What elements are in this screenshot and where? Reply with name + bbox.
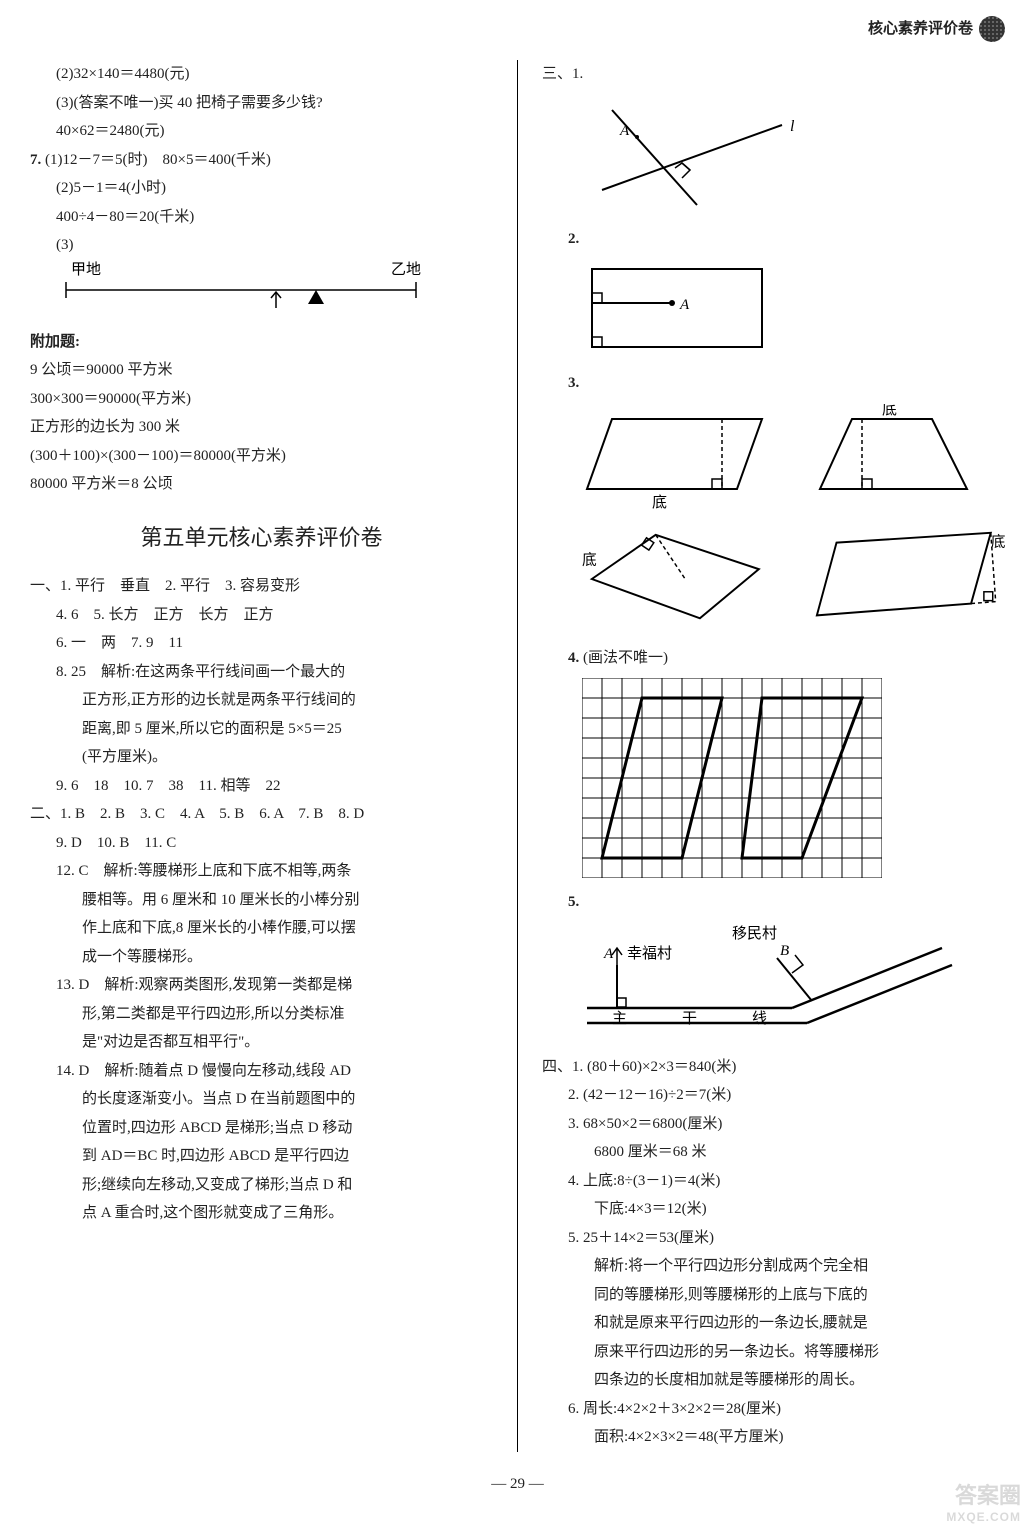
label-A1: A	[619, 123, 630, 139]
page-number: — 29 —	[30, 1470, 1005, 1499]
s2-l2: 9. D 10. B 11. C	[30, 829, 493, 858]
s4-l4b: 下底:4×3＝12(米)	[542, 1195, 1005, 1224]
label-xian: 线	[752, 1010, 767, 1027]
s4-l5d: 和就是原来平行四边形的一条边长,腰就是	[542, 1309, 1005, 1338]
label-di-2: 底	[882, 404, 897, 418]
s1-l2: 4. 6 5. 长方 正方 长方 正方	[30, 601, 493, 630]
s4-l4a: 4. 上底:8÷(3－1)＝4(米)	[542, 1167, 1005, 1196]
s2-l5e: 形;继续向左移动,又变成了梯形;当点 D 和	[30, 1171, 493, 1200]
fig-2: A	[582, 259, 1005, 359]
s4-l6b: 面积:4×2×3×2＝48(平方厘米)	[542, 1423, 1005, 1452]
unit-title: 第五单元核心素养评价卷	[30, 517, 493, 559]
fig-3b: 底 底	[582, 524, 1005, 634]
s4-l2: 2. (42－12－16)÷2＝7(米)	[542, 1081, 1005, 1110]
fig-3: 底 底	[582, 404, 1005, 514]
s1-l5: 9. 6 18 10. 7 38 11. 相等 22	[30, 772, 493, 801]
watermark-small: MXQE.COM	[946, 1510, 1021, 1524]
label-B5: B	[780, 943, 789, 959]
s2-l5d: 到 AD＝BC 时,四边形 ABCD 是平行四边	[30, 1142, 493, 1171]
label-yimin: 移民村	[732, 925, 777, 942]
s4-l5c: 同的等腰梯形,则等腰梯形的上底与下底的	[542, 1281, 1005, 1310]
s2-l3d: 成一个等腰梯形。	[30, 943, 493, 972]
fig-1: l A	[582, 95, 1005, 215]
s2-l4b: 形,第二类都是平行四边形,所以分类标准	[30, 1000, 493, 1029]
s4-l5a: 5. 25＋14×2＝53(厘米)	[542, 1224, 1005, 1253]
fig5-label-text: 5.	[568, 894, 579, 910]
q6-3a: (3)(答案不唯一)买 40 把椅子需要多少钱?	[30, 89, 493, 118]
s1-l4b: 正方形,正方形的边长就是两条平行线间的	[30, 686, 493, 715]
header-badge-text: 核心素养评价卷	[868, 15, 973, 44]
bonus-2: 300×300＝90000(平方米)	[30, 385, 493, 414]
jia-yi-diagram: 甲地 乙地	[30, 260, 493, 320]
s4-l6a: 6. 周长:4×2×2＋3×2×2＝28(厘米)	[542, 1395, 1005, 1424]
s2-l5b: 的长度逐渐变小。当点 D 在当前题图中的	[30, 1085, 493, 1114]
s4-l3a: 3. 68×50×2＝6800(厘米)	[542, 1110, 1005, 1139]
bonus-label: 附加题:	[30, 328, 493, 357]
label-A2: A	[679, 297, 690, 313]
label-l: l	[790, 118, 795, 135]
bonus-4: (300＋100)×(300－100)＝80000(平方米)	[30, 442, 493, 471]
watermark: 答案圈 MXQE.COM	[946, 1483, 1021, 1524]
label-di-1: 底	[652, 494, 667, 511]
fig3-label-text: 3.	[568, 375, 579, 391]
column-divider	[517, 60, 518, 1452]
s3-label: 三、1.	[542, 60, 1005, 89]
s1-l1: 一、1. 平行 垂直 2. 平行 3. 容易变形	[30, 572, 493, 601]
s2-l5c: 位置时,四边形 ABCD 是梯形;当点 D 移动	[30, 1114, 493, 1143]
watermark-big: 答案圈	[946, 1483, 1021, 1509]
s4-l5f: 四条边的长度相加就是等腰梯形的周长。	[542, 1366, 1005, 1395]
s1-l4d: (平方厘米)。	[30, 743, 493, 772]
s2-l4a: 13. D 解析:观察两类图形,发现第一类都是梯	[30, 971, 493, 1000]
label-yi: 乙地	[391, 261, 421, 278]
s4-l5b: 解析:将一个平行四边形分割成两个完全相	[542, 1252, 1005, 1281]
s2-l4c: 是"对边是否都互相平行"。	[30, 1028, 493, 1057]
s2-l5a: 14. D 解析:随着点 D 慢慢向左移动,线段 AD	[30, 1057, 493, 1086]
fig-4	[582, 678, 1005, 878]
label-di-4: 底	[990, 533, 1005, 550]
label-jia: 甲地	[71, 261, 101, 278]
s2-l3a: 12. C 解析:等腰梯形上底和下底不相等,两条	[30, 857, 493, 886]
s4-l3b: 6800 厘米＝68 米	[542, 1138, 1005, 1167]
header-badge: 核心素养评价卷	[868, 15, 1005, 44]
q6-3b: 40×62＝2480(元)	[30, 117, 493, 146]
s1-l4a: 8. 25 解析:在这两条平行线间画一个最大的	[30, 658, 493, 687]
s2-l5f: 点 A 重合时,这个图形就变成了三角形。	[30, 1199, 493, 1228]
bonus-3: 正方形的边长为 300 米	[30, 413, 493, 442]
q7-3: (3)	[30, 231, 493, 260]
s1-l4c: 距离,即 5 厘米,所以它的面积是 5×5＝25	[30, 715, 493, 744]
right-column: 三、1. l A 2. A 3.	[542, 60, 1005, 1452]
q7-2a: (2)5－1＝4(小时)	[30, 174, 493, 203]
q6-2: (2)32×140＝4480(元)	[30, 60, 493, 89]
fig-5: 移民村 幸福村 A B 主 干 线	[582, 923, 1005, 1043]
left-column: (2)32×140＝4480(元) (3)(答案不唯一)买 40 把椅子需要多少…	[30, 60, 493, 1452]
s2-l1: 二、1. B 2. B 3. C 4. A 5. B 6. A 7. B 8. …	[30, 800, 493, 829]
label-gan: 干	[682, 1011, 697, 1027]
page-columns: (2)32×140＝4480(元) (3)(答案不唯一)买 40 把椅子需要多少…	[30, 60, 1005, 1452]
bonus-1: 9 公顷＝90000 平方米	[30, 356, 493, 385]
s4-l5e: 原来平行四边形的另一条边长。将等腰梯形	[542, 1338, 1005, 1367]
fig2-label: 2.	[542, 225, 1005, 254]
q7-1-text: (1)12－7＝5(时) 80×5＝400(千米)	[45, 152, 271, 168]
fig3-label: 3.	[542, 369, 1005, 398]
s4-l1: 四、1. (80＋60)×2×3＝840(米)	[542, 1053, 1005, 1082]
fig2-label-text: 2.	[568, 231, 579, 247]
s2-l3c: 作上底和下底,8 厘米长的小棒作腰,可以摆	[30, 914, 493, 943]
label-xingfu: 幸福村	[627, 945, 672, 962]
header-badge-dot	[979, 16, 1005, 42]
label-di-3: 底	[582, 551, 597, 568]
fig4-label: 4. 4. (画法不唯一)(画法不唯一)	[542, 644, 1005, 673]
fig5-label: 5.	[542, 888, 1005, 917]
s2-l3b: 腰相等。用 6 厘米和 10 厘米长的小棒分别	[30, 886, 493, 915]
label-zhu: 主	[612, 1010, 627, 1027]
q7-1: 7. (1)12－7＝5(时) 80×5＝400(千米)	[30, 146, 493, 175]
s1-l3: 6. 一 两 7. 9 11	[30, 629, 493, 658]
q7-2b: 400÷4－80＝20(千米)	[30, 203, 493, 232]
bonus-5: 80000 平方米＝8 公顷	[30, 470, 493, 499]
